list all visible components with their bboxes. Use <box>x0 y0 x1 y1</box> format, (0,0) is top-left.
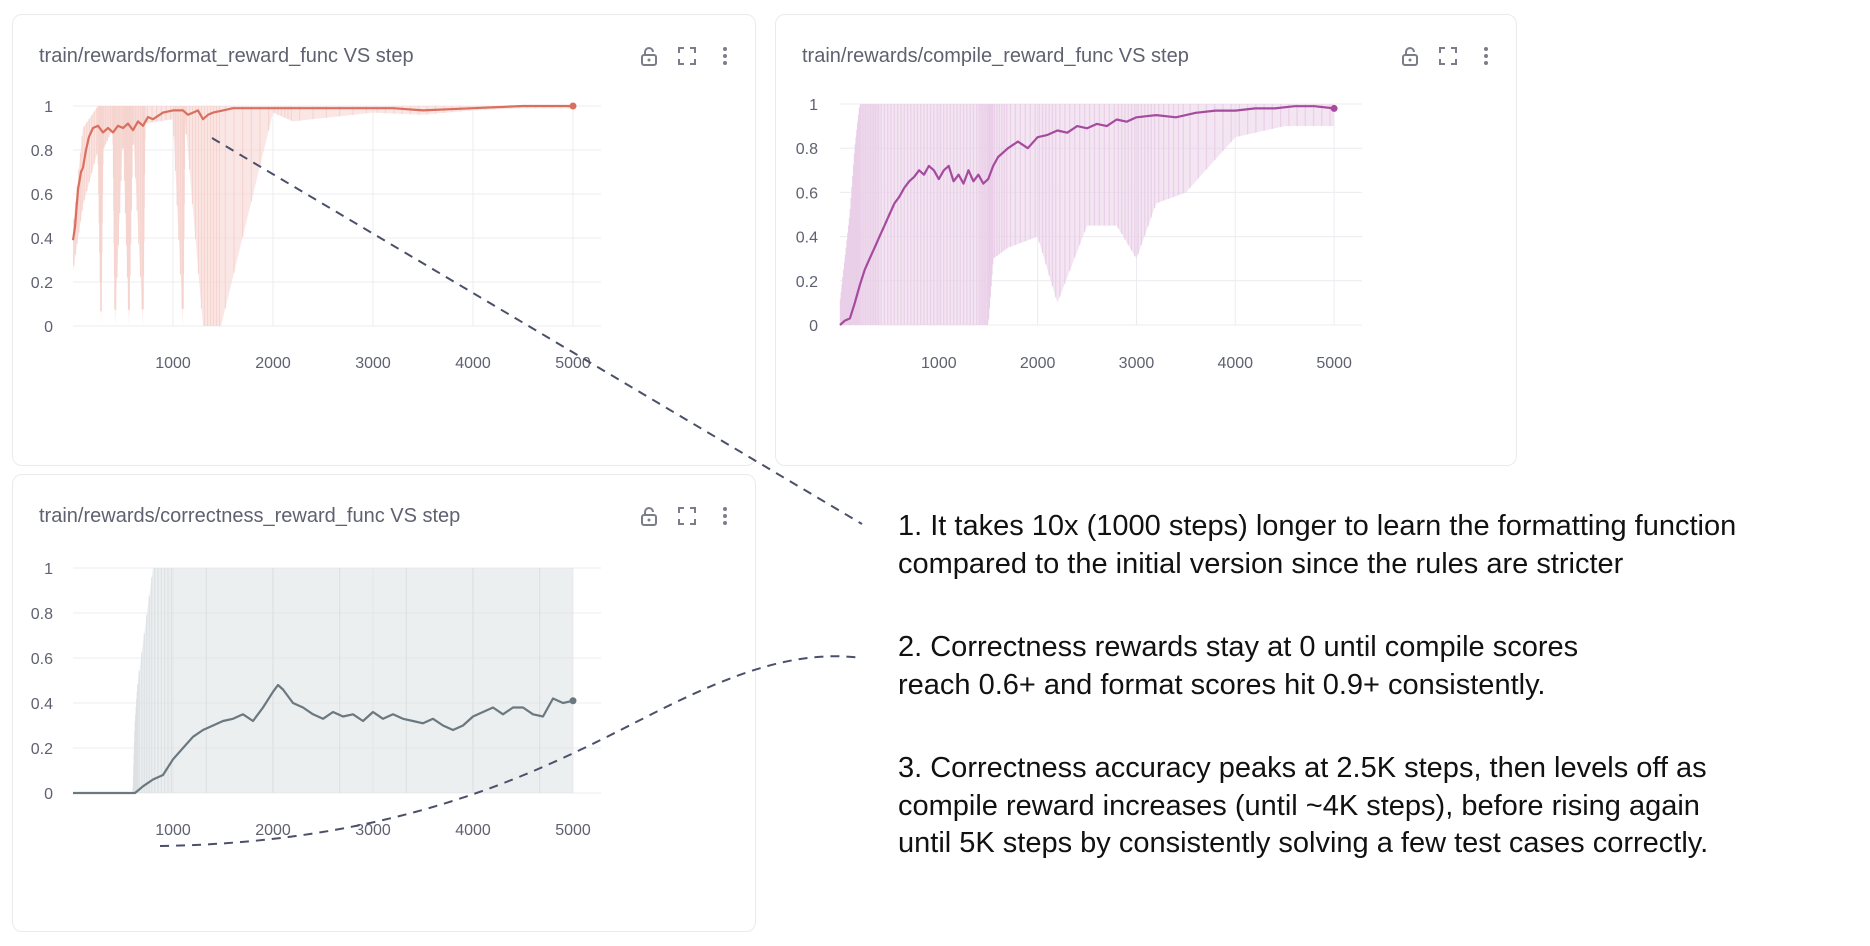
chart-title: train/rewards/correctness_reward_func VS… <box>39 504 461 527</box>
unlock-icon[interactable] <box>1398 44 1422 68</box>
y-tick-label: 0.2 <box>31 275 53 292</box>
fullscreen-icon[interactable] <box>675 44 699 68</box>
chart-correctness: 0 0.2 0.4 0.6 0.8 1 1000 2000 3000 4000 5000 <box>31 561 601 839</box>
series-endpoint <box>1330 104 1338 112</box>
chart-title: train/rewards/compile_reward_func VS ste… <box>802 44 1189 67</box>
more-vertical-icon[interactable] <box>713 504 737 528</box>
x-tick-label: 4000 <box>1217 355 1253 372</box>
y-tick-label: 0 <box>809 318 818 335</box>
panel-header: train/rewards/correctness_reward_func VS… <box>39 501 737 531</box>
panel-actions <box>637 44 737 68</box>
series-endpoint <box>569 697 577 705</box>
series-line <box>839 105 1335 326</box>
x-tick-label: 3000 <box>355 822 391 839</box>
y-tick-label: 0.4 <box>796 230 818 247</box>
panel-header: train/rewards/format_reward_func VS step <box>39 41 737 71</box>
plot-area: 0 0.2 0.4 0.6 0.8 1 1000 2000 3000 4000 5000 <box>31 561 601 839</box>
y-tick-label: 1 <box>44 561 53 578</box>
x-tick-label: 1000 <box>155 355 191 372</box>
more-vertical-icon[interactable] <box>1474 44 1498 68</box>
series-endpoint <box>569 102 577 110</box>
note-2: 2. Correctness rewards stay at 0 until c… <box>898 631 1579 701</box>
chart-compile: 0 0.2 0.4 0.6 0.8 1 1000 2000 3000 4000 5000 <box>796 97 1362 372</box>
chart-panel-correctness: 0 0.2 0.4 0.6 0.8 1 1000 2000 3000 4000 5000 train… <box>12 474 756 932</box>
fullscreen-icon[interactable] <box>1436 44 1460 68</box>
more-vertical-icon[interactable] <box>713 44 737 68</box>
fullscreen-icon[interactable] <box>675 504 699 528</box>
x-tick-label: 1000 <box>155 822 191 839</box>
y-tick-label: 0.4 <box>31 231 53 248</box>
series-line <box>71 104 573 241</box>
annotation-notes: 1. It takes 10x (1000 steps) longer to l… <box>898 508 1868 909</box>
unlock-icon[interactable] <box>637 44 661 68</box>
x-tick-label: 2000 <box>255 822 291 839</box>
x-tick-label: 3000 <box>1119 355 1155 372</box>
x-tick-label: 4000 <box>455 822 491 839</box>
y-tick-label: 0.6 <box>796 185 818 202</box>
chart-title: train/rewards/format_reward_func VS step <box>39 44 414 67</box>
chart-panel-format: 0 0.2 0.4 0.6 0.8 1 1000 2000 3000 4000 5000 train… <box>12 14 756 466</box>
y-tick-label: 0.2 <box>31 741 53 758</box>
y-tick-label: 0.6 <box>31 187 53 204</box>
panel-actions <box>1398 44 1498 68</box>
x-tick-label: 3000 <box>355 355 391 372</box>
y-tick-label: 0.2 <box>796 274 818 291</box>
x-tick-label: 5000 <box>555 355 591 372</box>
panel-actions <box>637 504 737 528</box>
series-range-band <box>73 568 573 793</box>
x-tick-label: 2000 <box>1020 355 1056 372</box>
y-tick-label: 0.4 <box>31 696 53 713</box>
y-tick-label: 0.8 <box>31 143 53 160</box>
plot-area: 0 0.2 0.4 0.6 0.8 1 1000 2000 3000 4000 5000 <box>31 99 601 372</box>
y-tick-label: 1 <box>809 97 818 114</box>
note-1: 1. It takes 10x (1000 steps) longer to l… <box>898 510 1737 580</box>
x-tick-label: 5000 <box>555 822 591 839</box>
y-tick-label: 0 <box>44 786 53 803</box>
plot-area: 0 0.2 0.4 0.6 0.8 1 1000 2000 3000 4000 5000 <box>796 97 1362 372</box>
x-tick-label: 1000 <box>921 355 957 372</box>
y-tick-label: 0 <box>44 319 53 336</box>
y-tick-label: 0.8 <box>796 141 818 158</box>
note-3: 3. Correctness accuracy peaks at 2.5K st… <box>898 752 1709 859</box>
x-tick-label: 5000 <box>1316 355 1352 372</box>
panel-header: train/rewards/compile_reward_func VS ste… <box>802 41 1498 71</box>
y-tick-label: 0.6 <box>31 651 53 668</box>
chart-panel-compile: 0 0.2 0.4 0.6 0.8 1 1000 2000 3000 4000 5000 train… <box>775 14 1517 466</box>
x-tick-label: 4000 <box>455 355 491 372</box>
x-tick-label: 2000 <box>255 355 291 372</box>
y-tick-label: 0.8 <box>31 606 53 623</box>
unlock-icon[interactable] <box>637 504 661 528</box>
y-tick-label: 1 <box>44 99 53 116</box>
chart-format: 0 0.2 0.4 0.6 0.8 1 1000 2000 3000 4000 5000 <box>31 99 601 372</box>
series-range-band <box>73 106 573 326</box>
